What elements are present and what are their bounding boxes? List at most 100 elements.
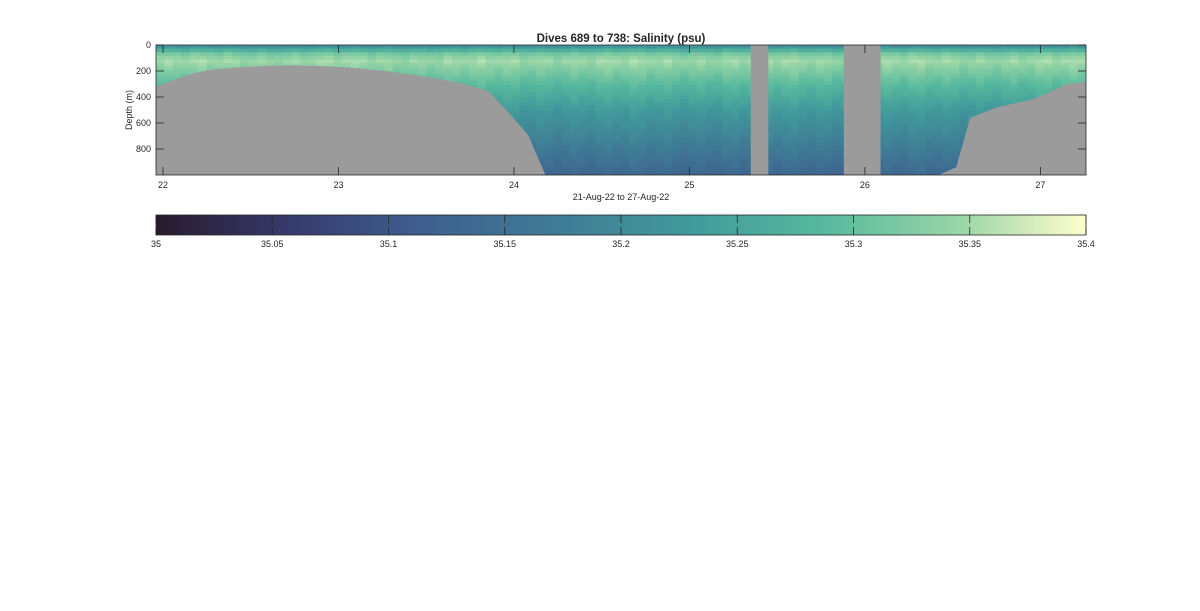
heatmap-cell bbox=[950, 45, 960, 50]
heatmap-cell bbox=[916, 84, 926, 89]
heatmap-cell bbox=[316, 59, 326, 64]
heatmap-cell bbox=[578, 91, 588, 97]
heatmap-cell bbox=[435, 52, 445, 57]
heatmap-cell bbox=[967, 91, 977, 97]
heatmap-cell bbox=[156, 59, 166, 64]
heatmap-cell bbox=[443, 45, 453, 50]
heatmap-cell bbox=[883, 149, 893, 154]
heatmap-cell bbox=[807, 117, 817, 122]
heatmap-cell bbox=[697, 84, 707, 89]
heatmap-cell bbox=[891, 95, 901, 100]
heatmap-cell bbox=[807, 95, 817, 100]
heatmap-cell bbox=[646, 117, 656, 122]
heatmap-cell bbox=[942, 160, 952, 165]
heatmap-cell bbox=[519, 88, 529, 93]
heatmap-cell bbox=[604, 156, 614, 162]
heatmap-cell bbox=[739, 135, 749, 140]
heatmap-cell bbox=[561, 99, 571, 104]
heatmap-cell bbox=[350, 48, 360, 53]
heatmap-cell bbox=[612, 63, 622, 68]
heatmap-cell bbox=[637, 84, 647, 89]
heatmap-cell bbox=[807, 160, 817, 165]
heatmap-cell bbox=[621, 128, 631, 133]
heatmap-cell bbox=[587, 146, 597, 151]
heatmap-cell bbox=[621, 120, 631, 126]
heatmap-cell bbox=[773, 48, 783, 53]
heatmap-cell bbox=[697, 117, 707, 122]
heatmap-cell bbox=[688, 128, 698, 133]
heatmap-cell bbox=[925, 164, 935, 169]
heatmap-cell bbox=[984, 77, 994, 82]
heatmap-cell bbox=[916, 59, 926, 64]
heatmap-cell bbox=[950, 48, 960, 53]
heatmap-cell bbox=[164, 73, 174, 79]
heatmap-cell bbox=[257, 55, 267, 61]
heatmap-cell bbox=[773, 59, 783, 64]
heatmap-cell bbox=[942, 110, 952, 115]
heatmap-cell bbox=[925, 167, 935, 172]
heatmap-cell bbox=[900, 102, 910, 107]
heatmap-cell bbox=[257, 59, 267, 64]
heatmap-cell bbox=[688, 91, 698, 97]
heatmap-cell bbox=[553, 128, 563, 133]
heatmap-cell bbox=[705, 171, 715, 175]
heatmap-cell bbox=[358, 45, 368, 50]
heatmap-cell bbox=[663, 52, 673, 57]
heatmap-cell bbox=[832, 167, 842, 172]
heatmap-cell bbox=[544, 160, 554, 165]
heatmap-cell bbox=[181, 63, 191, 68]
heatmap-cell bbox=[891, 160, 901, 165]
heatmap-cell bbox=[976, 73, 986, 79]
heatmap-cell bbox=[823, 88, 833, 93]
heatmap-cell bbox=[502, 88, 512, 93]
heatmap-cell bbox=[807, 146, 817, 151]
heatmap-cell bbox=[553, 70, 563, 75]
heatmap-cell bbox=[705, 167, 715, 172]
heatmap-cell bbox=[900, 48, 910, 53]
heatmap-cell bbox=[925, 81, 935, 86]
heatmap-cell bbox=[815, 88, 825, 93]
heatmap-cell bbox=[764, 95, 774, 100]
heatmap-cell bbox=[544, 73, 554, 79]
heatmap-cell bbox=[950, 59, 960, 64]
heatmap-cell bbox=[553, 106, 563, 111]
heatmap-cell bbox=[215, 55, 225, 61]
heatmap-cell bbox=[519, 124, 529, 129]
heatmap-cell bbox=[1043, 77, 1053, 82]
heatmap-cell bbox=[916, 153, 926, 158]
heatmap-cell bbox=[790, 88, 800, 93]
heatmap-cell bbox=[773, 52, 783, 57]
heatmap-cell bbox=[773, 88, 783, 93]
heatmap-cell bbox=[807, 91, 817, 97]
heatmap-cell bbox=[798, 120, 808, 126]
heatmap-cell bbox=[392, 63, 402, 68]
heatmap-cell bbox=[612, 164, 622, 169]
heatmap-cell bbox=[544, 124, 554, 129]
heatmap-cell bbox=[646, 59, 656, 64]
heatmap-cell bbox=[578, 124, 588, 129]
heatmap-cell bbox=[1009, 45, 1019, 50]
heatmap-cell bbox=[680, 102, 690, 107]
heatmap-cell bbox=[612, 66, 622, 71]
heatmap-cell bbox=[815, 138, 825, 144]
heatmap-cell bbox=[223, 63, 233, 68]
heatmap-cell bbox=[697, 120, 707, 126]
heatmap-cell bbox=[502, 48, 512, 53]
heatmap-cell bbox=[561, 55, 571, 61]
heatmap-cell bbox=[646, 91, 656, 97]
heatmap-cell bbox=[629, 84, 639, 89]
heatmap-cell bbox=[1035, 52, 1045, 57]
heatmap-cell bbox=[671, 120, 681, 126]
heatmap-cell bbox=[1043, 81, 1053, 86]
heatmap-cell bbox=[807, 149, 817, 154]
heatmap-cell bbox=[950, 102, 960, 107]
heatmap-cell bbox=[536, 45, 546, 50]
heatmap-cell bbox=[485, 77, 495, 82]
heatmap-cell bbox=[612, 99, 622, 104]
heatmap-cell bbox=[240, 55, 250, 61]
heatmap-cell bbox=[773, 146, 783, 151]
heatmap-cell bbox=[418, 66, 428, 71]
heatmap-cell bbox=[621, 91, 631, 97]
heatmap-cell bbox=[730, 88, 740, 93]
heatmap-cell bbox=[781, 135, 791, 140]
